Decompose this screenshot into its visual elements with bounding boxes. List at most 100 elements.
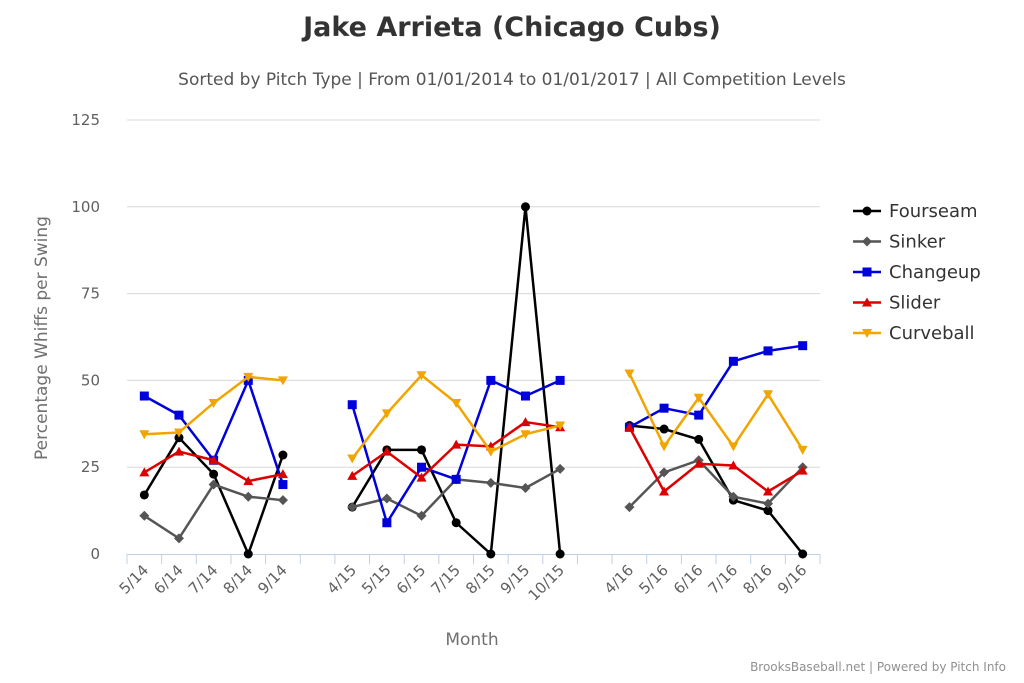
data-point-changeup[interactable] [139, 391, 149, 401]
data-point-curveball[interactable] [139, 430, 150, 440]
data-point-sinker[interactable] [347, 502, 358, 513]
data-point-sinker[interactable] [277, 495, 288, 506]
data-point-slider[interactable] [693, 458, 704, 468]
data-point-slider[interactable] [728, 460, 739, 470]
data-point-curveball[interactable] [555, 421, 566, 431]
data-point-curveball[interactable] [763, 390, 774, 400]
data-point-changeup[interactable] [694, 410, 704, 420]
data-point-fourseam[interactable] [694, 434, 704, 444]
legend-item-curveball[interactable]: Curveball [853, 323, 975, 344]
data-point-changeup[interactable] [798, 341, 808, 351]
data-point-changeup[interactable] [520, 391, 530, 401]
data-point-curveball[interactable] [485, 447, 496, 457]
data-point-curveball[interactable] [451, 398, 462, 408]
data-point-slider[interactable] [659, 486, 670, 496]
data-point-slider[interactable] [624, 422, 635, 432]
data-point-sinker[interactable] [659, 467, 670, 478]
legend-item-fourseam[interactable]: Fourseam [853, 201, 978, 222]
legend-item-sinker[interactable]: Sinker [853, 232, 946, 253]
data-point-slider[interactable] [520, 417, 531, 427]
data-point-fourseam[interactable] [451, 518, 461, 528]
data-point-sinker[interactable] [555, 463, 566, 474]
data-point-curveball[interactable] [243, 372, 254, 382]
data-point-sinker[interactable] [139, 510, 150, 521]
data-point-slider[interactable] [243, 476, 254, 486]
data-point-fourseam[interactable] [139, 490, 149, 500]
data-point-changeup[interactable] [417, 462, 427, 472]
data-point-sinker[interactable] [624, 502, 635, 513]
y-tick-label: 50 [81, 371, 100, 389]
data-point-curveball[interactable] [381, 409, 392, 419]
data-point-curveball[interactable] [693, 393, 704, 403]
data-point-curveball[interactable] [208, 398, 219, 408]
data-point-fourseam[interactable] [798, 549, 808, 559]
x-tick-label: 5/16 [635, 561, 672, 598]
data-point-slider[interactable] [347, 470, 358, 480]
data-point-changeup[interactable] [347, 400, 357, 410]
data-point-fourseam[interactable] [417, 445, 427, 455]
data-point-changeup[interactable] [278, 480, 288, 490]
data-point-changeup[interactable] [659, 403, 669, 413]
data-point-fourseam[interactable] [486, 549, 496, 559]
data-point-sinker[interactable] [728, 491, 739, 502]
data-point-curveball[interactable] [797, 445, 808, 455]
credits-text[interactable]: BrooksBaseball.net | Powered by Pitch In… [750, 660, 1006, 674]
data-point-slider[interactable] [208, 455, 219, 465]
data-point-changeup[interactable] [728, 356, 738, 366]
data-point-sinker[interactable] [763, 498, 774, 509]
data-point-curveball[interactable] [416, 371, 427, 381]
data-point-curveball[interactable] [728, 442, 739, 452]
data-point-slider[interactable] [277, 469, 288, 479]
data-point-curveball[interactable] [624, 369, 635, 379]
data-point-sinker[interactable] [381, 493, 392, 504]
data-point-fourseam[interactable] [174, 433, 184, 443]
data-point-changeup[interactable] [174, 410, 184, 420]
data-point-sinker[interactable] [243, 491, 254, 502]
data-point-slider[interactable] [173, 446, 184, 456]
legend-item-changeup[interactable]: Changeup [853, 262, 981, 283]
data-point-changeup[interactable] [382, 518, 392, 528]
data-point-curveball[interactable] [173, 428, 184, 438]
data-point-slider[interactable] [451, 439, 462, 449]
data-point-slider[interactable] [763, 486, 774, 496]
series-line-fourseam [629, 424, 804, 555]
data-point-sinker[interactable] [208, 479, 219, 490]
data-point-changeup[interactable] [451, 474, 461, 484]
legend-item-slider[interactable]: Slider [853, 293, 941, 314]
data-point-changeup[interactable] [555, 375, 565, 385]
x-tick-label: 10/15 [525, 561, 568, 604]
series-slider [139, 417, 808, 496]
data-point-sinker[interactable] [416, 510, 427, 521]
series-group [139, 202, 808, 559]
data-point-slider[interactable] [797, 465, 808, 475]
data-point-fourseam[interactable] [555, 549, 565, 559]
data-point-curveball[interactable] [277, 376, 288, 386]
data-point-curveball[interactable] [520, 430, 531, 440]
data-point-changeup[interactable] [486, 375, 496, 385]
data-point-sinker[interactable] [485, 477, 496, 488]
series-line-changeup [628, 344, 803, 429]
data-point-slider[interactable] [381, 446, 392, 456]
data-point-sinker[interactable] [520, 483, 531, 494]
legend-label-curveball: Curveball [889, 323, 975, 344]
x-tick-label: 5/14 [116, 561, 153, 598]
data-point-changeup[interactable] [763, 346, 773, 356]
x-axis: 5/146/147/148/149/14 4/155/156/157/158/15… [116, 554, 821, 604]
data-point-fourseam[interactable] [763, 506, 773, 516]
data-point-fourseam[interactable] [243, 549, 253, 559]
data-point-fourseam[interactable] [209, 469, 219, 479]
data-point-curveball[interactable] [347, 454, 358, 464]
data-point-fourseam[interactable] [659, 424, 669, 434]
data-point-fourseam[interactable] [520, 202, 530, 212]
x-tick-label: 9/16 [774, 561, 811, 598]
x-axis-title: Month [445, 630, 498, 650]
data-point-sinker[interactable] [173, 533, 184, 544]
legend-label-fourseam: Fourseam [889, 201, 978, 222]
data-point-fourseam[interactable] [278, 450, 288, 460]
data-point-curveball[interactable] [659, 442, 670, 452]
x-tick-label: 6/14 [150, 561, 187, 598]
data-point-slider[interactable] [416, 472, 427, 482]
y-tick-label: 0 [90, 545, 100, 563]
legend-marker-curveball [862, 329, 872, 338]
data-point-slider[interactable] [139, 467, 150, 477]
